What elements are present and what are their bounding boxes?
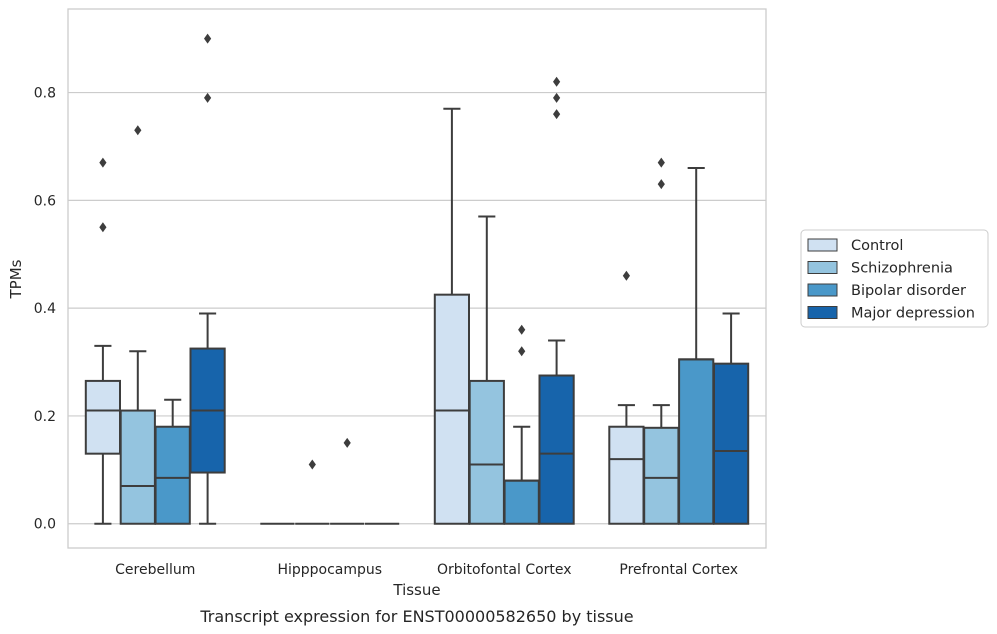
outlier-point [518, 324, 526, 335]
x-tick-label: Cerebellum [115, 562, 195, 578]
box-1-1 [295, 459, 330, 525]
legend-swatch [807, 261, 838, 274]
y-axis-label: TPMs [7, 259, 25, 299]
box-3-2 [678, 167, 715, 525]
plot-boxes [84, 33, 750, 525]
outlier-point [657, 179, 665, 190]
legend-label: Schizophrenia [851, 261, 953, 277]
x-tick-labels: Cerebellum Hipppocampus Orbitofontal Corte… [115, 562, 738, 578]
box-2-3 [538, 76, 575, 525]
box-body [468, 379, 505, 525]
box-body [538, 374, 575, 525]
legend: Control Schizophrenia Bipolar disorder Majo… [800, 229, 989, 328]
box-body [608, 425, 645, 525]
box-body [84, 379, 122, 455]
y-tick-label: 0.6 [34, 193, 56, 209]
outlier-point [343, 437, 351, 448]
outlier-point [99, 222, 107, 233]
box-2-0 [433, 107, 471, 525]
outlier-point [657, 157, 665, 168]
outlier-point [518, 346, 526, 357]
box-body [678, 358, 715, 525]
outlier-point [99, 157, 107, 168]
y-tick-label: 0.8 [34, 86, 56, 102]
y-tick-labels: 0.0 0.2 0.4 0.6 0.8 [34, 86, 56, 533]
outlier-point [553, 76, 561, 87]
box-0-2 [154, 398, 191, 525]
y-tick-label: 0.4 [34, 301, 56, 317]
outlier-point [134, 125, 142, 136]
legend-swatch [807, 283, 838, 297]
box-body [643, 426, 680, 525]
x-tick-label: Prefrontal Cortex [619, 562, 738, 578]
box-3-3 [712, 312, 750, 525]
outlier-point [204, 33, 212, 44]
outlier-point [553, 92, 561, 103]
legend-frame [800, 229, 989, 328]
x-tick-label: Orbitofontal Cortex [437, 562, 572, 578]
box-1-2 [330, 437, 365, 525]
box-3-0 [608, 270, 645, 525]
box-3-1 [643, 157, 680, 525]
x-tick-label: Hipppocampus [277, 562, 382, 578]
legend-label: Major depression [851, 306, 975, 322]
box-2-1 [468, 215, 505, 525]
legend-swatch [807, 306, 838, 319]
box-body [154, 425, 191, 525]
plot-frame [67, 8, 767, 549]
outlier-point [308, 459, 316, 470]
outlier-point [204, 92, 212, 103]
outlier-point [622, 270, 630, 281]
box-body [119, 409, 156, 525]
box-2-2 [503, 324, 540, 525]
box-body [503, 479, 540, 525]
y-tick-label: 0.0 [34, 517, 56, 533]
outlier-point [553, 109, 561, 120]
box-body [433, 293, 471, 525]
legend-label: Bipolar disorder [851, 283, 966, 299]
box-body [712, 362, 750, 525]
legend-label: Control [851, 238, 903, 254]
box-0-1 [119, 125, 156, 525]
box-0-3 [189, 33, 226, 525]
legend-swatch [807, 238, 838, 252]
y-tick-label: 0.2 [34, 409, 56, 425]
chart-caption: Transcript expression for ENST0000058265… [199, 607, 633, 626]
box-0-0 [84, 157, 122, 525]
x-axis-label: Tissue [392, 581, 440, 599]
